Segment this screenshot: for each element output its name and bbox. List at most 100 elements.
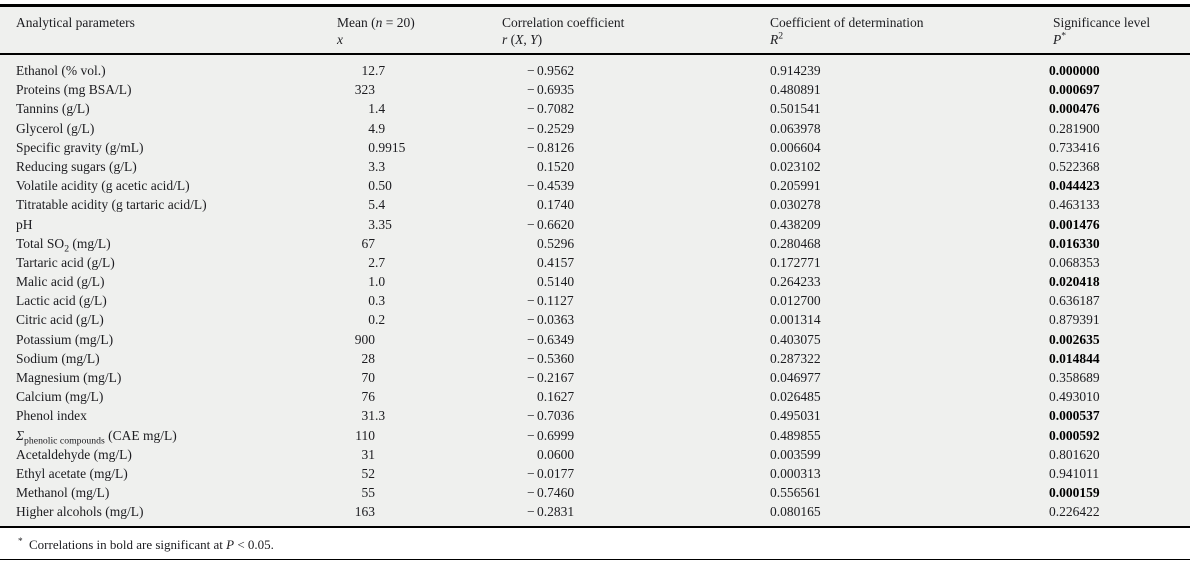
parameter-label: Tannins (g/L) — [16, 101, 90, 117]
table-row: Glycerol (g/L) 4.9 −0.2529 0.063978 0.281900 — [16, 119, 1190, 138]
header-label: Significance level — [1053, 15, 1151, 30]
correlation-value: −0.6620 — [527, 216, 575, 232]
significance-value: 0.879391 — [1049, 312, 1100, 328]
header-sub-label: P* — [1053, 30, 1067, 47]
correlation-value: −0.7460 — [527, 485, 575, 501]
determination-value: 0.006604 — [770, 139, 821, 155]
parameter-label: Potassium (mg/L) — [16, 331, 114, 347]
mean-value: 28 — [361, 350, 376, 366]
determination-value: 0.023102 — [770, 158, 821, 174]
correlation-value: −0.5360 — [527, 350, 575, 366]
mean-value: 163 — [354, 504, 375, 520]
table-row: Proteins (mg BSA/L) 323 −0.6935 0.480891 0.0… — [16, 80, 1190, 99]
parameter-label: Methanol (mg/L) — [16, 485, 110, 501]
determination-value: 0.003599 — [770, 446, 821, 462]
significance-value: 0.000592 — [1049, 427, 1100, 443]
table-row: Total SO2 (mg/L) 67 0.5296 0.280468 0.016330 — [16, 234, 1190, 254]
parameter-label: Citric acid (g/L) — [16, 312, 104, 328]
mean-value: 323 — [354, 82, 375, 98]
correlation-value: 0.1520 — [537, 158, 575, 174]
mean-value: 67 — [361, 235, 376, 251]
correlation-value: −0.6999 — [527, 427, 575, 443]
mean-value: 31 — [361, 446, 376, 462]
parameter-label: pH — [16, 216, 33, 232]
table-row: Σphenolic compounds (CAE mg/L) 110 −0.6999… — [16, 426, 1190, 446]
mean-value: 70 — [361, 370, 376, 385]
significance-value: 0.801620 — [1049, 446, 1100, 462]
parameter-label: Tartaric acid (g/L) — [16, 254, 115, 270]
mean-value: 12.7 — [361, 63, 386, 78]
header-label: Correlation coefficient — [502, 15, 625, 30]
footnote-asterisk: * — [18, 536, 23, 547]
significance-value: 0.000000 — [1049, 63, 1100, 78]
determination-value: 0.489855 — [770, 427, 821, 443]
determination-value: 0.001314 — [770, 312, 821, 328]
determination-value: 0.287322 — [770, 350, 821, 366]
correlation-value: −0.0177 — [527, 465, 575, 481]
mean-value: 1.4 — [368, 101, 386, 117]
determination-value: 0.026485 — [770, 389, 821, 405]
significance-value: 0.000159 — [1049, 485, 1100, 501]
header-label: Analytical parameters — [16, 15, 135, 30]
parameter-label: Volatile acidity (g acetic acid/L) — [16, 178, 190, 194]
determination-value: 0.063978 — [770, 120, 821, 136]
correlation-value: 0.4157 — [537, 254, 575, 270]
mean-value: 4.9 — [368, 120, 386, 136]
correlation-value: −0.2831 — [527, 504, 575, 520]
significance-value: 0.000537 — [1049, 408, 1100, 424]
footnote-text: Correlations in bold are significant at … — [29, 536, 274, 552]
mean-value: 31.3 — [361, 408, 386, 424]
determination-value: 0.556561 — [770, 485, 821, 501]
correlation-value: 0.1627 — [537, 389, 575, 405]
correlation-value: 0.1740 — [537, 197, 575, 213]
determination-value: 0.501541 — [770, 101, 821, 117]
parameter-label: Σphenolic compounds (CAE mg/L) — [16, 427, 177, 446]
mean-value: 55 — [361, 485, 376, 501]
table-row: Magnesium (mg/L) 70 −0.2167 0.046977 0.35868… — [16, 368, 1190, 387]
significance-value: 0.044423 — [1049, 178, 1100, 194]
significance-value: 0.463133 — [1049, 197, 1100, 213]
table-row: Potassium (mg/L) 900 −0.6349 0.403075 0.0026… — [16, 330, 1190, 349]
table-row: Sodium (mg/L) 28 −0.5360 0.287322 0.014844 — [16, 349, 1190, 368]
parameter-label: Magnesium (mg/L) — [16, 370, 122, 385]
analytical-parameters-table: Analytical parameters Mean (n = 20) x Co… — [0, 4, 1190, 528]
determination-value: 0.480891 — [770, 82, 821, 98]
correlation-value: −0.7036 — [527, 408, 575, 424]
header-coefficient-of-determination: Coefficient of determination R2 — [770, 14, 1053, 48]
correlation-value: −0.0363 — [527, 312, 575, 328]
determination-value: 0.495031 — [770, 408, 821, 424]
significance-value: 0.522368 — [1049, 158, 1100, 174]
significance-value: 0.000476 — [1049, 101, 1100, 117]
determination-value: 0.403075 — [770, 331, 821, 347]
table-row: Ethanol (% vol.) 12.7 −0.9562 0.914239 0.000… — [16, 61, 1190, 80]
significance-value: 0.016330 — [1049, 235, 1100, 251]
determination-value: 0.205991 — [770, 178, 821, 194]
significance-value: 0.636187 — [1049, 293, 1100, 309]
mean-value: 0.2 — [368, 312, 386, 328]
parameter-label: Ethanol (% vol.) — [16, 63, 106, 78]
significance-value: 0.020418 — [1049, 274, 1100, 290]
table-row: Lactic acid (g/L) 0.3 −0.1127 0.012700 0.636… — [16, 291, 1190, 310]
header-label: Coefficient of determination — [770, 15, 924, 30]
header-label: Mean (n = 20) — [337, 15, 415, 30]
bottom-rule — [0, 559, 1190, 560]
table-row: Malic acid (g/L) 1.0 0.5140 0.264233 0.02041… — [16, 272, 1190, 291]
parameter-label: Sodium (mg/L) — [16, 350, 100, 366]
parameter-label: Proteins (mg BSA/L) — [16, 82, 132, 98]
table-row: Phenol index 31.3 −0.7036 0.495031 0.000537 — [16, 406, 1190, 425]
table-row: Volatile acidity (g acetic acid/L) 0.50 −0… — [16, 176, 1190, 195]
correlation-value: −0.9562 — [527, 63, 575, 78]
mean-value: 76 — [361, 389, 376, 405]
significance-value: 0.941011 — [1049, 465, 1100, 481]
mean-value: 900 — [354, 331, 375, 347]
correlation-value: −0.4539 — [527, 178, 575, 194]
table-row: Citric acid (g/L) 0.2 −0.0363 0.001314 0.879… — [16, 310, 1190, 329]
mean-value: 2.7 — [368, 254, 386, 270]
parameter-label: Calcium (mg/L) — [16, 389, 104, 405]
table-row: Calcium (mg/L) 76 0.1627 0.026485 0.493010 — [16, 387, 1190, 406]
mean-value: 0.9915 — [368, 139, 406, 155]
determination-value: 0.438209 — [770, 216, 821, 232]
parameter-label: Reducing sugars (g/L) — [16, 158, 137, 174]
parameter-label: Glycerol (g/L) — [16, 120, 95, 136]
